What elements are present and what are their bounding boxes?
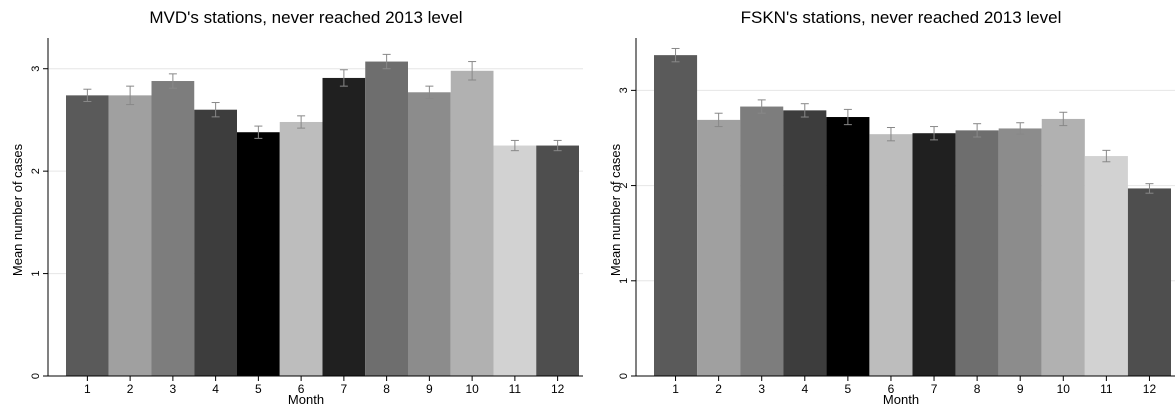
chart-mvd: MVD's stations, never reached 2013 level… [0,0,588,408]
x-tick-label: 11 [1100,382,1113,396]
bar [1041,118,1085,377]
bar [740,106,784,376]
bar [66,95,109,376]
error-bar [83,88,92,103]
x-tick-label: 10 [1057,382,1071,396]
error-bar [1059,111,1068,127]
error-bar [714,112,723,128]
error-bar [1145,183,1154,194]
y-tick-label: 1 [618,278,630,284]
x-tick-label: 12 [1143,382,1157,396]
chart-mvd-svg: MVD's stations, never reached 2013 level… [10,8,583,407]
x-axis-label: Month [288,392,324,407]
x-tick-label: 8 [383,382,390,396]
y-tick-label: 0 [30,373,42,379]
x-tick-label: 1 [672,382,679,396]
chart-title: FSKN's stations, never reached 2013 leve… [741,8,1062,27]
chart-fskn: FSKN's stations, never reached 2013 leve… [588,0,1176,408]
bar [408,92,451,376]
y-axis-label: Mean number of cases [608,143,623,276]
bar [194,109,237,377]
bar [1084,156,1128,376]
y-tick-label: 1 [30,271,42,277]
bar [108,95,152,376]
x-axis-label: Month [883,392,919,407]
x-tick-label: 4 [212,382,219,396]
x-tick-label: 5 [255,382,262,396]
bar [493,145,537,376]
x-tick-label: 3 [758,382,765,396]
y-tick-label: 2 [618,183,630,189]
x-tick-label: 1 [84,382,91,396]
error-bar [553,139,562,152]
chart-fskn-svg: FSKN's stations, never reached 2013 leve… [608,8,1175,407]
bar [237,132,280,376]
error-bar [339,69,348,87]
bar [912,133,956,376]
bar [955,130,999,376]
x-tick-label: 11 [509,382,522,396]
error-bar [425,85,434,99]
error-bar [382,53,391,70]
error-bar [1102,149,1111,163]
x-tick-label: 3 [170,382,177,396]
error-bar [886,126,895,142]
x-tick-label: 5 [845,382,852,396]
bar [697,119,741,377]
error-bar [973,123,982,138]
x-tick-label: 9 [1017,382,1024,396]
x-tick-label: 8 [974,382,981,396]
error-bar [800,103,809,118]
error-bar [168,73,177,89]
error-bar [510,139,519,152]
bar [279,121,323,376]
error-bar [211,102,220,118]
bar [783,110,827,376]
bar [536,145,579,376]
y-tick-label: 3 [30,66,42,72]
y-tick-label: 3 [618,87,630,93]
x-tick-label: 10 [465,382,479,396]
y-axis-label: Mean number of cases [10,143,25,276]
x-tick-label: 6 [298,382,305,396]
y-tick-label: 2 [30,168,42,174]
error-bar [126,85,135,106]
x-tick-label: 7 [931,382,938,396]
bar [869,134,913,376]
x-tick-label: 12 [551,382,565,396]
error-bar [843,108,852,126]
bar [654,55,698,376]
error-bar [930,126,939,141]
x-tick-label: 9 [426,382,433,396]
x-tick-label: 7 [341,382,348,396]
bar [322,77,366,376]
error-bar [254,125,263,139]
bar [998,128,1042,376]
x-tick-label: 6 [888,382,895,396]
error-bar [671,47,680,63]
bar [826,117,870,376]
x-tick-label: 2 [127,382,134,396]
error-bar [1016,122,1025,135]
error-bar [297,115,306,129]
bar [450,70,494,376]
chart-title: MVD's stations, never reached 2013 level [149,8,462,27]
error-bar [468,61,477,81]
bar [1127,188,1171,376]
y-tick-label: 0 [618,373,630,379]
error-bar [757,99,766,114]
bar [365,61,408,376]
x-tick-label: 2 [715,382,722,396]
bar [151,81,195,376]
x-tick-label: 4 [801,382,808,396]
